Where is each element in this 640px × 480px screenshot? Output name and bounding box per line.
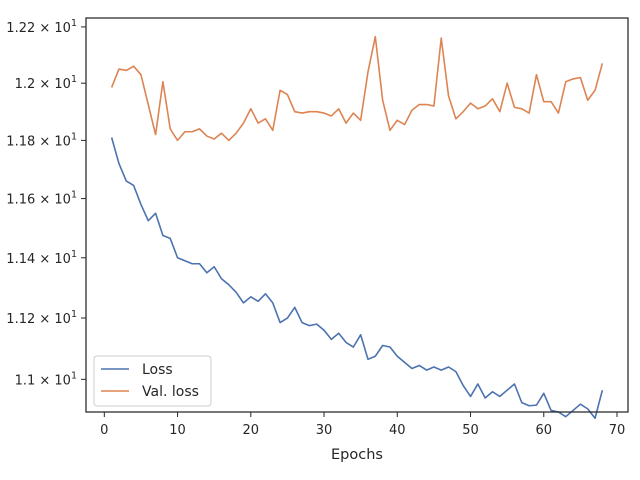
- legend-label: Val. loss: [142, 384, 199, 400]
- y-tick-label: 1.12 × 101: [6, 309, 77, 327]
- x-tick-label: 60: [535, 423, 552, 438]
- x-tick-label: 10: [169, 423, 186, 438]
- series-line-val-loss: [110, 35, 604, 142]
- legend-label: Loss: [142, 362, 173, 378]
- x-tick-label: 50: [462, 423, 479, 438]
- x-axis-label: Epochs: [331, 447, 383, 463]
- y-tick-label: 1.16 × 101: [6, 190, 77, 208]
- x-tick-label: 30: [316, 423, 333, 438]
- x-axis-ticks: 0 10 20 30 40 50 60 70: [100, 412, 625, 438]
- x-tick-label: 40: [389, 423, 406, 438]
- y-tick-label: 1.1 × 101: [15, 370, 77, 388]
- y-axis-ticks: 1.1 × 101 1.12 × 101 1.14 × 101 1.16 × 101 1…: [6, 18, 86, 388]
- y-tick-label: 1.18 × 101: [6, 131, 77, 149]
- data-lines: [110, 35, 604, 420]
- series-line-loss: [110, 137, 604, 420]
- y-tick-label: 1.22 × 101: [6, 18, 77, 36]
- y-tick-label: 1.14 × 101: [6, 249, 77, 267]
- plot-frame: [85, 17, 629, 413]
- x-tick-label: 0: [100, 423, 108, 438]
- x-tick-label: 20: [243, 423, 260, 438]
- y-tick-label: 1.2 × 101: [15, 74, 77, 92]
- legend: Loss Val. loss: [93, 355, 212, 407]
- x-tick-label: 70: [609, 423, 626, 438]
